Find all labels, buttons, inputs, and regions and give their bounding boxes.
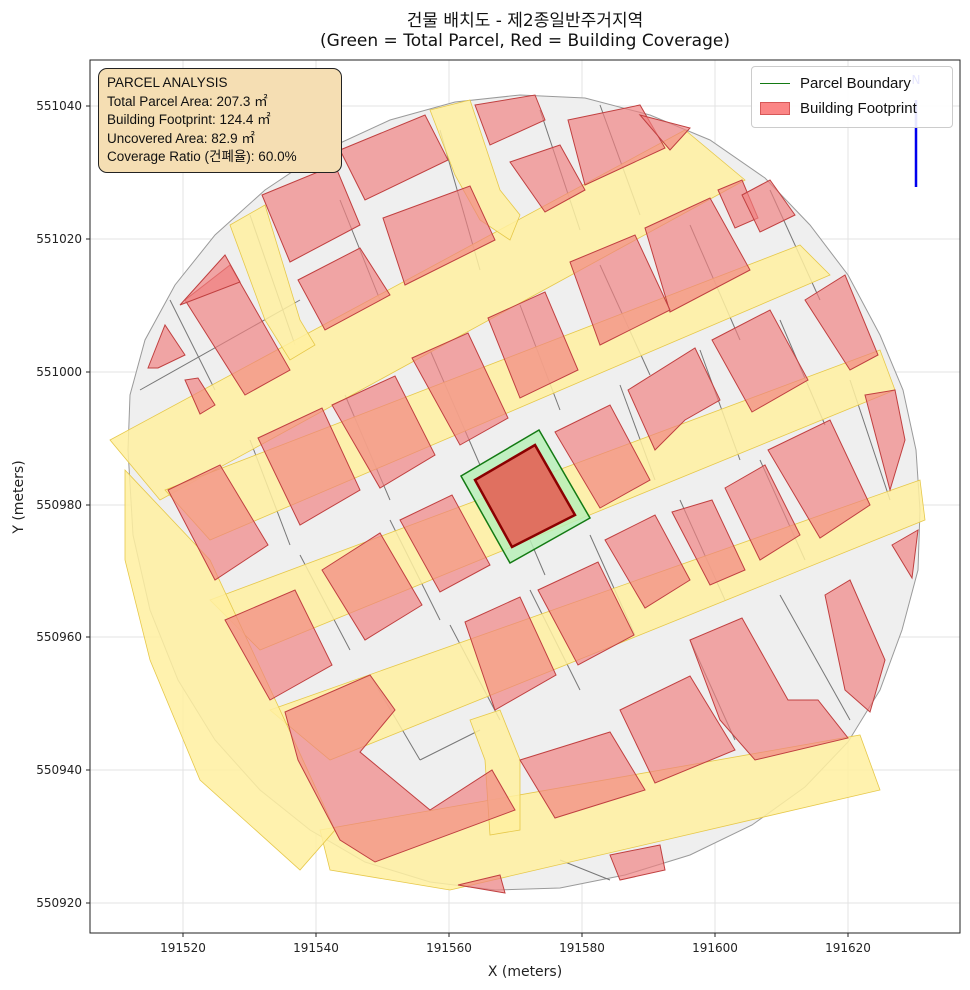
legend-item-parcel: Parcel Boundary bbox=[760, 73, 911, 93]
map-subtitle: (Green = Total Parcel, Red = Building Co… bbox=[320, 31, 730, 51]
info-heading: PARCEL ANALYSIS bbox=[107, 75, 228, 90]
y-tick-label: 550960 bbox=[36, 630, 82, 644]
info-footprint: Building Footprint: 124.4 ㎡ bbox=[107, 112, 271, 127]
legend: Parcel Boundary Building Footprint bbox=[751, 66, 953, 128]
buildings bbox=[147, 94, 919, 894]
y-tick-label: 550980 bbox=[36, 498, 82, 512]
legend-item-building: Building Footprint bbox=[760, 98, 917, 118]
parcel-line-swatch bbox=[760, 82, 790, 84]
info-coverage: Coverage Ratio (건폐율): 60.0% bbox=[107, 149, 297, 164]
x-tick-label: 191560 bbox=[426, 941, 472, 955]
x-tick-label: 191520 bbox=[160, 941, 206, 955]
y-tick-label: 550940 bbox=[36, 763, 82, 777]
tick-marks bbox=[86, 105, 849, 937]
y-tick-label: 551000 bbox=[36, 365, 82, 379]
y-axis-label: Y (meters) bbox=[11, 460, 27, 534]
x-axis-label: X (meters) bbox=[488, 964, 562, 980]
map-title: 건물 배치도 - 제2종일반주거지역 bbox=[406, 11, 644, 31]
x-tick-label: 191580 bbox=[559, 941, 605, 955]
y-tick-label: 550920 bbox=[36, 896, 82, 910]
axes-frame bbox=[89, 59, 961, 934]
y-tick-label: 551020 bbox=[36, 232, 82, 246]
y-tick-label: 551040 bbox=[36, 99, 82, 113]
legend-label-parcel: Parcel Boundary bbox=[800, 74, 911, 92]
info-uncovered: Uncovered Area: 82.9 ㎡ bbox=[107, 130, 255, 146]
info-total-area: Total Parcel Area: 207.3 ㎡ bbox=[107, 93, 268, 109]
x-tick-label: 191540 bbox=[293, 941, 339, 955]
legend-label-building: Building Footprint bbox=[800, 99, 917, 117]
x-tick-label: 191600 bbox=[692, 941, 738, 955]
x-tick-label: 191620 bbox=[825, 941, 871, 955]
parcel-analysis-box: PARCEL ANALYSIS Total Parcel Area: 207.3… bbox=[98, 68, 342, 173]
building-patch-swatch bbox=[760, 101, 790, 115]
target-building bbox=[473, 443, 577, 549]
